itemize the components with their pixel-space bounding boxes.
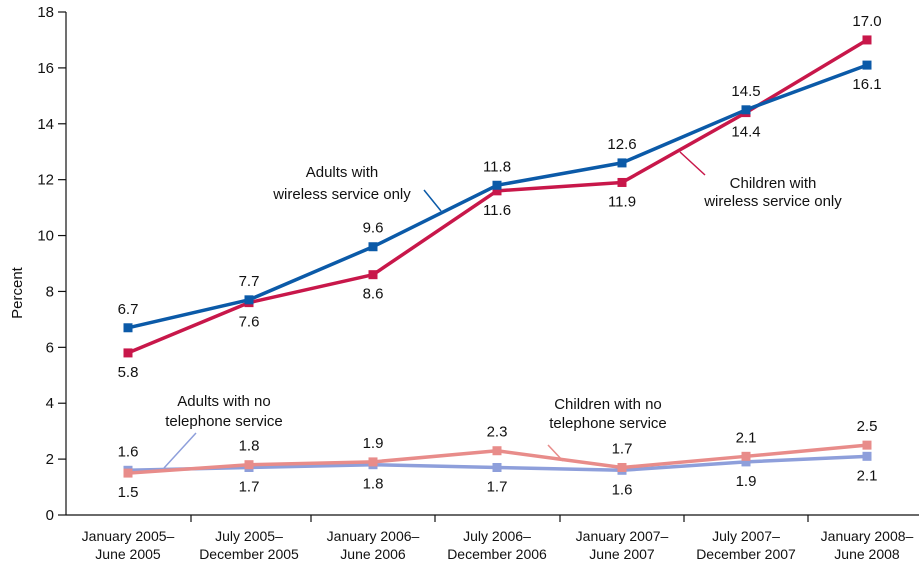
data-label-adults-no-phone: 1.6	[118, 443, 139, 460]
y-axis-label: Percent	[9, 266, 26, 319]
annotation-adults-wireless: wireless service only	[272, 186, 411, 203]
data-label-adults-no-phone: 1.8	[363, 476, 384, 493]
x-tick-label: January 2008–	[821, 528, 914, 544]
y-ticks: 0 2 4 6 8 10 12 14 16 18	[37, 4, 66, 524]
data-point-children-no-phone	[123, 468, 133, 478]
data-label-children-wireless: 11.6	[483, 202, 511, 219]
annotation-children-wireless: Children with	[730, 175, 817, 192]
y-tick-label: 6	[46, 339, 54, 356]
series-lines	[123, 35, 872, 478]
leader-line-adults-wireless	[423, 189, 442, 212]
data-label-adults-wireless: 7.7	[239, 273, 260, 290]
annotation-children-no-phone: telephone service	[549, 415, 667, 432]
data-label-children-no-phone: 1.7	[612, 440, 633, 457]
y-tick-label: 12	[37, 172, 54, 189]
leader-line-children-wireless	[679, 151, 706, 176]
data-point-children-no-phone	[617, 462, 627, 472]
data-point-children-no-phone	[492, 446, 502, 456]
data-label-children-wireless: 11.9	[608, 193, 636, 210]
annotation-adults-no-phone: Adults with no	[177, 393, 270, 410]
data-label-adults-wireless: 12.6	[607, 136, 636, 153]
x-tick-label: December 2006	[447, 546, 547, 562]
data-label-adults-wireless: 6.7	[118, 301, 139, 318]
x-tick-label: June 2006	[340, 546, 406, 562]
x-tick-label: June 2007	[589, 546, 655, 562]
x-category-labels: January 2005– June 2005 July 2005– December…	[82, 515, 914, 562]
data-labels: 6.7 7.7 9.6 11.8 12.6 14.5 16.1 5.8 7.6 8.6 11.6 11…	[118, 13, 882, 501]
x-tick-label: December 2005	[199, 546, 299, 562]
data-label-children-wireless: 5.8	[118, 364, 139, 381]
x-tick-label: January 2006–	[327, 528, 420, 544]
data-label-children-no-phone: 1.5	[118, 484, 139, 501]
data-point-adults-wireless	[368, 242, 378, 252]
data-point-children-wireless	[368, 270, 378, 280]
data-point-adults-wireless	[617, 158, 627, 168]
data-label-adults-wireless: 14.5	[731, 83, 760, 100]
y-tick-label: 18	[37, 4, 54, 21]
data-point-adults-wireless	[123, 323, 133, 333]
x-tick-label: June 2008	[834, 546, 900, 562]
data-label-children-wireless: 14.4	[731, 124, 760, 141]
y-tick-label: 0	[46, 507, 54, 524]
data-point-adults-no-phone	[862, 451, 872, 461]
y-tick-label: 2	[46, 451, 54, 468]
annotation-children-no-phone: Children with no	[554, 396, 662, 413]
data-label-children-wireless: 7.6	[239, 314, 260, 331]
data-point-adults-no-phone	[741, 457, 751, 467]
data-label-adults-no-phone: 1.7	[239, 478, 260, 495]
data-point-children-no-phone	[244, 460, 254, 470]
data-label-children-wireless: 8.6	[363, 286, 384, 303]
data-label-children-no-phone: 2.5	[857, 418, 878, 435]
leader-line-children-no-phone	[547, 444, 564, 462]
annotation-adults-wireless: Adults with	[306, 164, 379, 181]
data-label-children-wireless: 17.0	[852, 13, 881, 30]
data-point-children-no-phone	[862, 440, 872, 450]
x-tick-label: July 2005–	[215, 528, 283, 544]
data-point-adults-wireless	[741, 105, 751, 115]
data-label-adults-wireless: 11.8	[483, 158, 511, 175]
data-label-adults-no-phone: 1.9	[736, 473, 757, 490]
data-point-children-wireless	[617, 177, 627, 187]
data-label-children-no-phone: 1.8	[239, 438, 260, 455]
data-point-children-wireless	[123, 348, 133, 358]
data-point-adults-no-phone	[492, 462, 502, 472]
y-tick-label: 16	[37, 60, 54, 77]
x-tick-label: December 2007	[696, 546, 796, 562]
data-point-children-wireless	[862, 35, 872, 45]
data-label-children-no-phone: 1.9	[363, 435, 384, 452]
data-point-adults-wireless	[244, 295, 254, 305]
data-label-adults-wireless: 9.6	[363, 220, 384, 237]
data-point-children-no-phone	[741, 451, 751, 461]
data-point-adults-wireless	[492, 180, 502, 190]
y-tick-label: 10	[37, 228, 54, 245]
data-label-children-no-phone: 2.1	[736, 429, 757, 446]
leader-line-adults-no-phone	[163, 432, 197, 469]
x-tick-label: June 2005	[95, 546, 161, 562]
y-tick-label: 4	[46, 395, 54, 412]
annotation-adults-no-phone: telephone service	[165, 413, 283, 430]
annotation-children-wireless: wireless service only	[703, 193, 842, 210]
x-tick-label: January 2007–	[576, 528, 669, 544]
y-tick-label: 8	[46, 283, 54, 300]
data-label-children-no-phone: 2.3	[487, 424, 508, 441]
data-label-adults-no-phone: 1.6	[612, 481, 633, 498]
data-point-children-wireless	[492, 186, 502, 196]
x-tick-label: July 2006–	[463, 528, 531, 544]
x-tick-label: July 2007–	[712, 528, 780, 544]
data-label-adults-no-phone: 1.7	[487, 478, 508, 495]
data-point-children-no-phone	[368, 457, 378, 467]
data-label-adults-no-phone: 2.1	[857, 467, 878, 484]
x-tick-label: January 2005–	[82, 528, 175, 544]
data-label-adults-wireless: 16.1	[852, 76, 881, 93]
axes	[65, 12, 919, 516]
data-point-adults-wireless	[862, 60, 872, 70]
y-tick-label: 14	[37, 116, 54, 133]
